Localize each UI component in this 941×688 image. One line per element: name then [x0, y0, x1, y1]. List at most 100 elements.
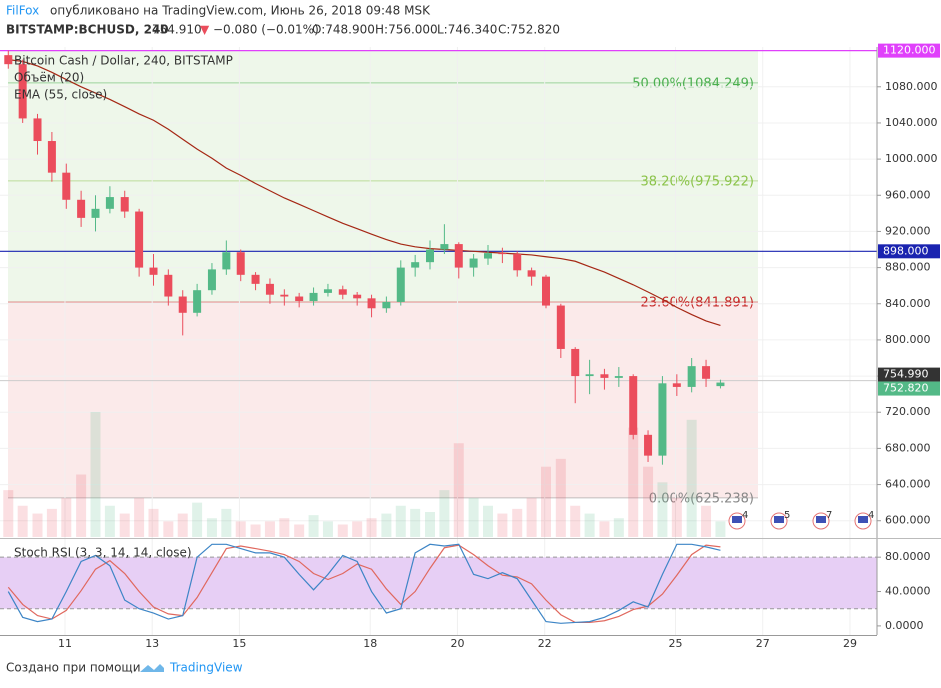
y-tick-label: 1080.000: [885, 80, 938, 93]
price-tag: [878, 381, 940, 396]
y-tick-label: 920.000: [885, 224, 931, 237]
candle-body: [571, 348, 580, 377]
event-count: 5: [784, 510, 790, 521]
volume-bar: [337, 524, 348, 537]
volume-bar: [32, 513, 43, 537]
volume-bar: [570, 505, 581, 537]
volume-bar: [250, 524, 261, 537]
y-tick-label: 1040.000: [885, 116, 938, 129]
footer-text: Создано при помощи: [6, 661, 141, 675]
candle-body: [77, 199, 86, 218]
volume-bar: [701, 505, 712, 537]
volume-bar: [584, 513, 595, 537]
candle-body: [309, 292, 318, 302]
candle-body: [498, 253, 507, 255]
price-tag-label: 754.990: [883, 368, 929, 381]
volume-bar: [119, 513, 130, 537]
event-count: 4: [742, 510, 748, 521]
candle-body: [629, 376, 638, 435]
candle-body: [323, 289, 332, 293]
candle-body: [18, 64, 27, 119]
volume-legend: Объём (20): [14, 71, 84, 85]
candle-body: [513, 254, 522, 271]
candle-body: [164, 274, 173, 297]
volume-bar: [221, 508, 232, 537]
rsi-y-tick-label: 0.0000: [885, 619, 924, 632]
x-tick-label: 29: [843, 637, 857, 650]
y-tick-label: 800.000: [885, 333, 931, 346]
candle-body: [440, 244, 449, 250]
volume-bar: [613, 518, 624, 537]
volume-bar: [381, 513, 392, 537]
rsi-y-tick-label: 80.0000: [885, 550, 931, 563]
volume-bar: [264, 521, 275, 537]
change-arrow: ▼: [200, 23, 210, 37]
x-tick-label: 20: [450, 637, 464, 650]
event-count: 7: [826, 510, 832, 521]
fib-label: 50.00%(1084.249): [632, 76, 754, 91]
candle-body: [454, 244, 463, 268]
chart-title: Bitcoin Cash / Dollar, 240, BITSTAMP: [14, 54, 233, 68]
event-flag: [858, 516, 868, 523]
stoch-d-line: [7, 544, 721, 624]
volume-bar: [555, 458, 566, 537]
candle-body: [483, 253, 492, 259]
candle-body: [280, 294, 289, 297]
candle-body: [411, 262, 420, 268]
volume-bar: [279, 518, 290, 537]
candle-body: [469, 258, 478, 268]
stoch-k-line: [7, 543, 721, 624]
footer-brand[interactable]: TradingView: [169, 661, 243, 675]
volume-bar: [643, 466, 654, 537]
volume-bar: [322, 521, 333, 537]
volume-bar: [512, 508, 523, 537]
candle-body: [251, 274, 260, 284]
volume-bar: [439, 490, 450, 537]
x-tick-label: 27: [756, 637, 770, 650]
author: FilFox: [6, 4, 39, 18]
rsi-band: [0, 557, 877, 609]
candle-body: [353, 294, 362, 299]
volume-bar: [715, 521, 726, 537]
candle-body: [644, 434, 653, 456]
x-tick-label: 22: [538, 637, 552, 650]
x-tick-label: 15: [232, 637, 246, 650]
price-tag: [878, 244, 940, 259]
volume-bar: [540, 466, 551, 537]
volume-bar: [206, 518, 217, 537]
y-tick-label: 880.000: [885, 261, 931, 274]
volume-bar: [395, 505, 406, 537]
volume-bar: [599, 521, 610, 537]
volume-bar: [104, 505, 115, 537]
price-tag-label: 1120.000: [883, 44, 936, 57]
fib-zone-upper: [8, 50, 758, 303]
volume-bar: [163, 521, 174, 537]
price-tag-label: 752.820: [883, 382, 929, 395]
volume-bar: [134, 497, 145, 537]
event-count: 4: [868, 510, 874, 521]
candle-body: [91, 208, 100, 218]
candle-body: [585, 374, 594, 377]
rsi-legend: Stoch RSI (3, 3, 14, 14, close): [14, 546, 192, 560]
published: опубликовано на TradingView.com, Июнь 26…: [50, 4, 431, 18]
fib-label: 23.60%(841.891): [641, 296, 754, 311]
candle-body: [527, 270, 536, 277]
volume-bar: [294, 524, 305, 537]
volume-bar: [192, 502, 203, 537]
volume-bar: [526, 497, 537, 537]
volume-bar: [410, 508, 421, 537]
event-flag: [732, 516, 742, 523]
candle-body: [47, 141, 56, 173]
candle-body: [382, 301, 391, 309]
candle-body: [338, 289, 347, 295]
x-tick-label: 13: [145, 637, 159, 650]
volume-bar: [308, 515, 319, 537]
y-tick-label: 1000.000: [885, 152, 938, 165]
volume-bar: [482, 505, 493, 537]
volume-bar: [671, 497, 682, 537]
candle-body: [4, 55, 13, 65]
low-price: L:746.340: [437, 23, 497, 37]
candle-body: [702, 366, 711, 379]
event-flag: [816, 516, 826, 523]
volume-bar: [424, 512, 435, 537]
